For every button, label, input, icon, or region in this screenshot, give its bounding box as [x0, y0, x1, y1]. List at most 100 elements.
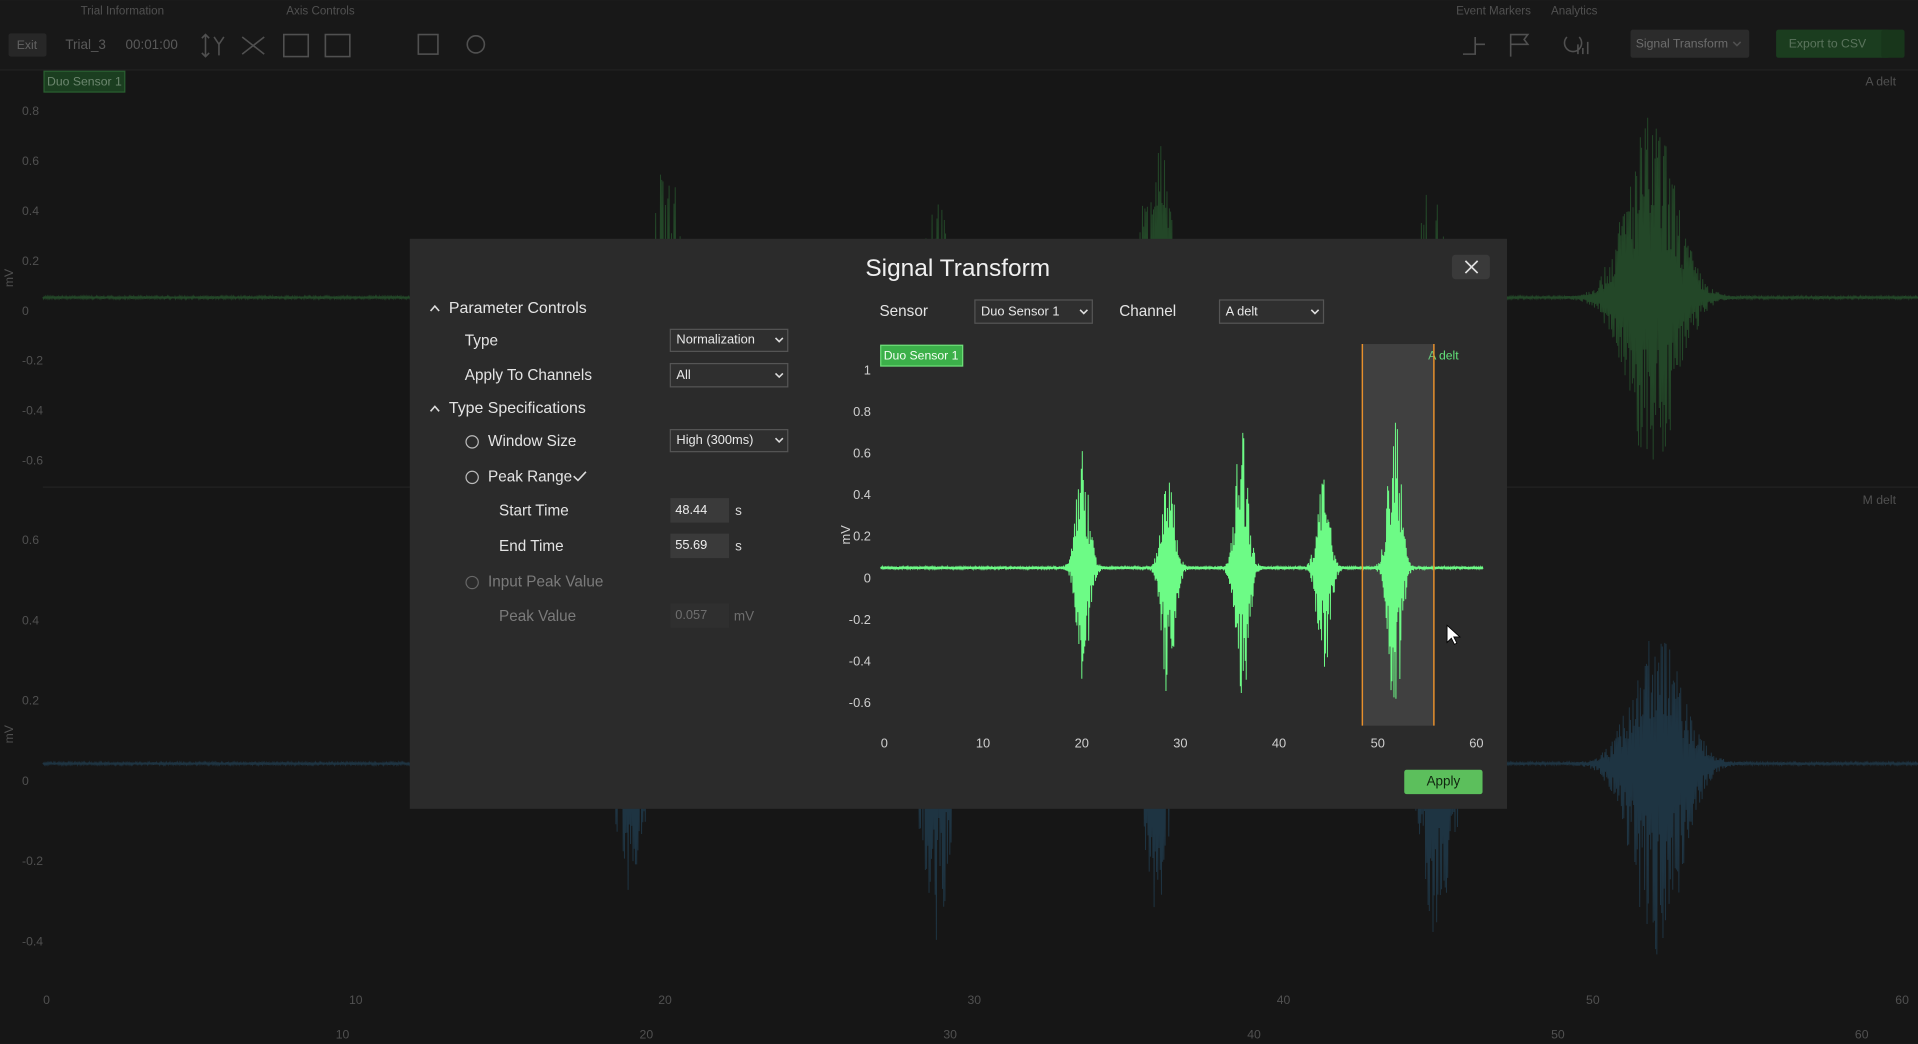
field-label: Peak Value: [499, 608, 576, 625]
y-axis-label: mV: [2, 268, 16, 287]
x-tick-label: 10: [336, 1027, 350, 1041]
y-tick-label: 0.6: [853, 446, 871, 461]
x-tick-label: 60: [1469, 735, 1483, 750]
field-label: Start Time: [499, 503, 569, 520]
unit: s: [735, 503, 742, 518]
x-tick-label: 40: [1247, 1027, 1261, 1041]
x-tick-label: 50: [1551, 1027, 1565, 1041]
type-select[interactable]: [669, 328, 789, 352]
x-tick-label: 10: [976, 735, 990, 750]
select-value: Normalization: [676, 332, 754, 347]
y-tick-label: 0.4: [22, 613, 39, 627]
field-label: Peak Range: [488, 468, 572, 485]
export-button[interactable]: [1776, 29, 1890, 58]
start-time-input[interactable]: [670, 498, 730, 523]
y-tick-label: 0.4: [853, 487, 871, 502]
peak-value-input: [670, 603, 730, 628]
x-tick-label: 60: [1895, 993, 1909, 1007]
sensor-tag: [43, 70, 126, 93]
y-tick-label: 0.2: [22, 694, 39, 708]
field-label: Channel: [1119, 303, 1176, 320]
y-tick-label: 0: [22, 774, 29, 788]
y-tick-label: -0.2: [22, 854, 43, 868]
y-tick-label: -0.6: [849, 695, 871, 710]
mouse-cursor: [1446, 624, 1462, 645]
unit: mV: [734, 608, 754, 623]
channel-label: M delt: [1863, 493, 1897, 507]
sensor-tag-label: Duo Sensor 1: [47, 74, 122, 88]
info-icon[interactable]: [465, 470, 479, 485]
info-icon[interactable]: [465, 435, 479, 449]
x-tick-label: 50: [1586, 993, 1600, 1007]
axis-icons[interactable]: [201, 33, 1589, 58]
y-tick-label: 0.4: [22, 204, 39, 218]
collapse-caret[interactable]: [429, 405, 440, 412]
unit: s: [735, 539, 742, 554]
apply-label: Apply: [1427, 773, 1461, 788]
exit-label: Exit: [17, 38, 38, 52]
x-tick-label: 30: [943, 1027, 957, 1041]
select-value: High (300ms): [676, 432, 753, 447]
field-label: Input Peak Value: [488, 574, 603, 591]
input-value: 48.44: [675, 502, 707, 517]
peak-range-checkbox[interactable]: [573, 471, 587, 482]
signal-transform-dialog: Signal Transform Parameter Controls Type…: [409, 238, 1507, 809]
info-icon: [465, 575, 479, 590]
export-menu[interactable]: [1881, 29, 1905, 58]
x-tick-label: 20: [658, 993, 672, 1007]
channels-select[interactable]: [669, 362, 789, 388]
y-tick-label: -0.4: [22, 934, 43, 948]
checkmark: [573, 471, 587, 482]
y-tick-label: 0: [22, 304, 29, 318]
field-label: End Time: [499, 538, 564, 555]
section-heading: Type Specifications: [449, 400, 586, 417]
collapse-caret[interactable]: [429, 304, 440, 312]
apply-button[interactable]: [1404, 769, 1483, 795]
x-tick-label: 0: [43, 993, 50, 1007]
section-label: Axis Controls: [286, 4, 355, 17]
exit-button[interactable]: [8, 33, 47, 57]
chart-sensor-tag: [880, 344, 964, 367]
background-axes: 0.8 0.6 0.4 0.2 0 -0.2 -0.4 -0.6 0.6 0.4 0.2 0 -0.2 -…: [22, 104, 1909, 1042]
x-tick-label: 60: [1855, 1027, 1869, 1041]
section-label: Trial Information: [81, 4, 164, 17]
sensor-select[interactable]: [974, 299, 1093, 324]
field-label: Window Size: [488, 433, 576, 450]
x-tick-label: 20: [640, 1027, 654, 1041]
trial-name: Trial_3: [65, 37, 106, 52]
y-tick-label: 1: [864, 362, 871, 377]
y-tick-label: 0.6: [22, 533, 39, 547]
field-label: Sensor: [879, 303, 927, 320]
chart-sensor-label: Duo Sensor 1: [884, 348, 959, 362]
select-caret: [774, 337, 784, 343]
section-heading: Parameter Controls: [449, 300, 587, 317]
select-caret: [774, 437, 784, 444]
y-tick-label: -0.6: [22, 454, 43, 468]
y-tick-label: 0.6: [22, 154, 39, 168]
select-value: All: [676, 367, 690, 382]
channel-label: A delt: [1865, 74, 1896, 88]
select-caret: [1310, 309, 1320, 315]
x-tick-label: 40: [1272, 735, 1286, 750]
dialog-panel: [409, 238, 1507, 809]
y-tick-label: -0.4: [849, 653, 871, 668]
y-tick-label: 0.2: [22, 254, 39, 268]
y-tick-label: -0.4: [22, 404, 43, 418]
end-time-input[interactable]: [670, 533, 730, 559]
x-tick-label: 30: [1173, 735, 1187, 750]
y-axis-label: mV: [838, 525, 853, 545]
chart-channel-label: A delt: [1428, 348, 1459, 362]
field-label: Type: [465, 333, 498, 350]
signal-transform-button[interactable]: [1630, 29, 1750, 58]
section-label: Analytics: [1551, 4, 1598, 17]
y-tick-label: 0.8: [853, 404, 871, 419]
signal-transform-label: Signal Transform: [1636, 37, 1728, 51]
x-tick-label: 10: [349, 993, 363, 1007]
input-value: 0.057: [675, 607, 707, 622]
x-tick-label: 40: [1277, 993, 1291, 1007]
window-select[interactable]: [669, 429, 789, 453]
channel-select[interactable]: [1218, 299, 1325, 324]
